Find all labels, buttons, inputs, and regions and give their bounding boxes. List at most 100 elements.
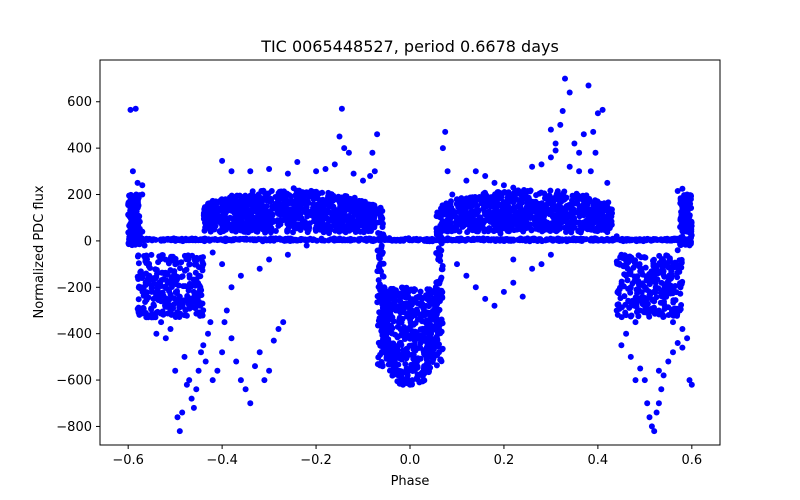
outlier-point (559, 108, 566, 114)
data-point (475, 228, 481, 235)
data-point (276, 188, 283, 195)
outlier-point (167, 326, 174, 332)
data-point (260, 220, 267, 227)
data-point (249, 200, 256, 207)
data-point (597, 208, 604, 215)
outlier-point (193, 386, 200, 393)
data-point (305, 210, 312, 217)
data-point (551, 220, 558, 227)
outlier-point (374, 131, 381, 138)
outlier-point (313, 168, 320, 175)
outlier-point (195, 367, 202, 374)
outlier-point (444, 168, 451, 175)
data-point (437, 276, 444, 283)
data-point (261, 208, 268, 215)
data-point (377, 362, 383, 369)
data-point (444, 237, 451, 244)
data-point (253, 208, 260, 215)
data-point (395, 319, 402, 326)
data-point (434, 351, 441, 358)
outlier-point (385, 342, 392, 349)
outlier-point (463, 177, 470, 184)
data-point (377, 351, 384, 358)
outlier-point (411, 367, 418, 374)
data-point (375, 284, 382, 290)
outlier-point (566, 163, 573, 170)
data-point (438, 358, 445, 365)
outlier-point (653, 409, 660, 416)
y-tick-label: 600 (67, 95, 92, 110)
data-point (476, 194, 483, 200)
data-point (159, 252, 166, 259)
outlier-point (228, 335, 235, 342)
data-point (162, 269, 169, 276)
data-point (447, 223, 454, 230)
data-point (211, 236, 218, 243)
data-point (135, 260, 142, 267)
outlier-point (207, 319, 214, 326)
outlier-point (627, 284, 634, 291)
outlier-point (247, 168, 254, 175)
outlier-point (275, 326, 282, 332)
outlier-point (623, 272, 630, 279)
outlier-point (684, 191, 691, 198)
data-point (235, 199, 242, 206)
data-point (661, 258, 668, 265)
data-point (527, 202, 534, 209)
data-point (340, 204, 347, 211)
data-point (561, 188, 568, 195)
data-point (558, 206, 564, 213)
data-point (592, 209, 599, 216)
data-point (475, 224, 482, 230)
data-point (319, 208, 326, 215)
outlier-point (146, 272, 153, 279)
outlier-point (623, 330, 630, 337)
outlier-point (590, 128, 597, 135)
data-point (153, 290, 160, 297)
data-point (137, 268, 144, 275)
data-point (248, 194, 255, 201)
outlier-point (219, 157, 226, 164)
data-point (669, 272, 675, 279)
data-point (633, 286, 640, 293)
data-point (496, 195, 503, 202)
data-point (433, 305, 440, 312)
data-point (264, 225, 271, 232)
outlier-point (228, 284, 235, 291)
data-point (243, 214, 250, 221)
data-point (176, 314, 183, 320)
data-point (377, 260, 384, 267)
data-point (254, 227, 261, 234)
x-tick-label: 0.2 (494, 453, 515, 468)
data-point (210, 209, 217, 216)
data-point (182, 307, 189, 313)
data-point (555, 215, 562, 222)
data-point (505, 223, 512, 230)
outlier-point (421, 363, 428, 370)
data-point (412, 286, 419, 293)
outlier-point (655, 367, 662, 374)
outlier-point (651, 428, 658, 435)
outlier-point (592, 149, 599, 156)
outlier-point (127, 106, 134, 113)
data-point (659, 312, 666, 319)
data-point (524, 197, 531, 204)
data-point (379, 328, 386, 335)
data-point (370, 236, 377, 243)
data-point (635, 237, 642, 244)
outlier-point (139, 182, 146, 189)
data-point (434, 329, 441, 336)
data-point (288, 236, 295, 242)
outlier-point (623, 312, 630, 319)
data-point (573, 190, 580, 197)
outlier-point (430, 312, 437, 319)
outlier-point (538, 261, 545, 268)
outlier-point (519, 293, 526, 300)
data-point (221, 206, 228, 213)
outlier-point (404, 372, 411, 379)
outlier-point (670, 261, 676, 268)
data-point (351, 200, 358, 207)
data-point (298, 236, 305, 243)
outlier-point (660, 293, 667, 300)
data-point (290, 207, 297, 214)
